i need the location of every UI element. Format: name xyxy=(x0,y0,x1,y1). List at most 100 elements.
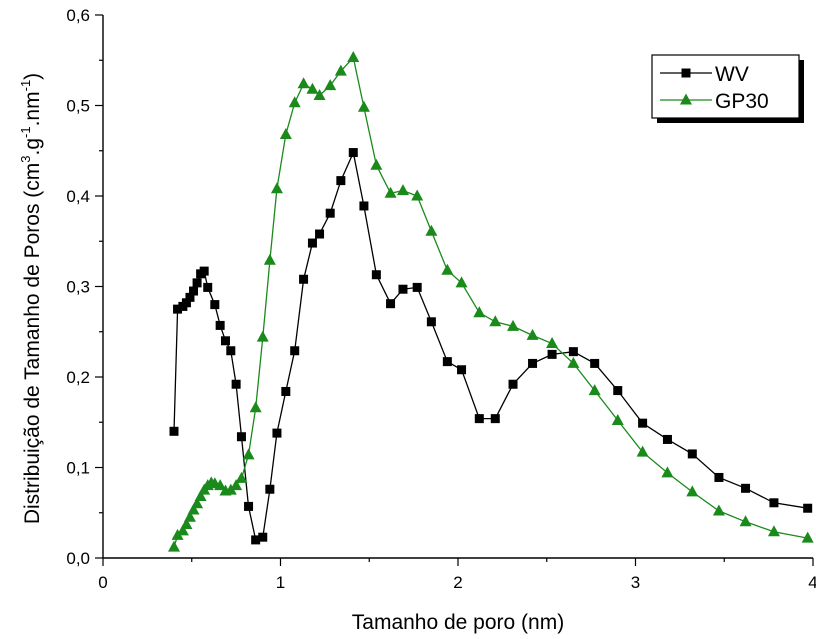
data-point-gp30 xyxy=(279,127,292,139)
data-point-wv xyxy=(181,298,191,308)
data-point-wv xyxy=(412,282,422,292)
data-point-gp30 xyxy=(187,503,200,515)
data-point-wv xyxy=(325,208,335,218)
data-point-gp30 xyxy=(256,330,269,342)
data-point-gp30 xyxy=(357,100,370,112)
data-point-wv xyxy=(244,501,254,511)
data-point-wv xyxy=(398,284,408,294)
y-axis-title-mid-2: .nm xyxy=(21,91,44,126)
data-point-gp30 xyxy=(507,319,520,331)
data-point-gp30 xyxy=(334,64,347,76)
data-point-wv xyxy=(258,532,268,542)
data-point-gp30 xyxy=(546,337,559,349)
data-point-wv xyxy=(547,349,557,359)
data-point-gp30 xyxy=(176,524,189,536)
data-point-wv xyxy=(192,278,202,288)
data-point-gp30 xyxy=(473,306,486,318)
data-point-gp30 xyxy=(313,89,326,101)
data-point-gp30 xyxy=(396,184,409,196)
data-point-wv xyxy=(307,238,317,248)
legend-item-gp30: GP30 xyxy=(660,90,769,113)
data-point-gp30 xyxy=(183,510,196,522)
data-point-gp30 xyxy=(489,315,502,327)
data-point-wv xyxy=(185,292,195,302)
data-point-gp30 xyxy=(588,384,601,396)
data-point-wv xyxy=(226,346,236,356)
legend-label-wv: WV xyxy=(715,63,749,86)
data-point-gp30 xyxy=(636,445,649,457)
data-point-wv xyxy=(251,535,261,545)
data-point-wv xyxy=(426,317,436,327)
data-point-wv xyxy=(210,300,220,310)
data-point-wv xyxy=(687,449,697,459)
data-point-gp30 xyxy=(347,51,360,63)
data-point-gp30 xyxy=(425,224,438,236)
data-point-gp30 xyxy=(306,82,319,94)
data-point-wv xyxy=(490,414,500,424)
y-axis-title-mid: .g xyxy=(21,138,44,156)
data-point-gp30 xyxy=(712,504,725,516)
y-tick-label: 0,6 xyxy=(66,6,90,25)
series-line-wv xyxy=(173,150,808,541)
data-point-wv xyxy=(508,379,518,389)
data-point-gp30 xyxy=(370,158,383,170)
data-point-gp30 xyxy=(384,186,397,198)
data-point-gp30 xyxy=(230,479,243,491)
data-point-wv xyxy=(662,434,672,444)
series-line-gp30 xyxy=(173,56,808,548)
data-point-wv xyxy=(371,270,381,280)
axis-ticks: 0 1 2 3 4 0,0 0,1 0,2 0,3 0,4 0,5 0,6 xyxy=(66,6,816,592)
legend-items: WV GP30 xyxy=(660,63,769,113)
data-point-gp30 xyxy=(661,466,674,478)
y-tick-label: 0,2 xyxy=(66,368,90,387)
data-point-gp30 xyxy=(194,489,207,501)
data-point-wv xyxy=(590,358,600,368)
y-axis-title-sup-2: -1 xyxy=(18,126,33,138)
data-point-wv xyxy=(236,432,246,442)
series-gp30 xyxy=(168,51,814,552)
data-point-gp30 xyxy=(168,540,180,552)
data-point-gp30 xyxy=(288,96,301,108)
data-point-wv xyxy=(199,266,209,276)
x-axis-title: Tamanho de poro (nm) xyxy=(352,611,564,634)
data-point-wv xyxy=(803,503,813,513)
data-point-gp30 xyxy=(249,401,262,413)
legend-box xyxy=(651,54,800,119)
data-point-gp30 xyxy=(686,485,699,497)
data-point-wv xyxy=(189,286,199,296)
data-point-wv xyxy=(272,428,282,438)
x-tick-label: 2 xyxy=(453,573,462,592)
data-point-wv xyxy=(315,229,325,239)
data-point-wv xyxy=(348,148,358,158)
data-point-gp30 xyxy=(242,448,255,460)
y-tick-label: 0,3 xyxy=(66,278,90,297)
legend-marker-gp30 xyxy=(680,93,692,105)
data-point-gp30 xyxy=(297,77,310,89)
data-point-gp30 xyxy=(324,79,337,91)
data-point-wv xyxy=(457,365,467,375)
data-point-wv xyxy=(220,336,230,346)
data-point-wv xyxy=(336,176,346,186)
y-axis-title-sup-1: 3 xyxy=(18,155,33,162)
data-point-wv xyxy=(231,379,241,389)
data-point-gp30 xyxy=(263,253,276,265)
data-point-gp30 xyxy=(455,276,468,288)
y-axis-title-end: ) xyxy=(21,73,44,80)
data-point-wv xyxy=(386,299,396,309)
y-axis-title-main: Distribuição de Tamanho de Poros (cm xyxy=(21,163,44,524)
data-point-gp30 xyxy=(739,515,752,527)
data-point-gp30 xyxy=(191,497,204,509)
legend-item-wv: WV xyxy=(660,63,749,86)
legend-marker-wv xyxy=(681,68,691,78)
y-axis-title: Distribuição de Tamanho de Poros (cm3.g-… xyxy=(18,73,44,524)
data-point-gp30 xyxy=(611,413,624,425)
data-point-gp30 xyxy=(180,518,193,530)
data-point-wv xyxy=(528,358,538,368)
data-point-wv xyxy=(442,357,452,367)
data-point-wv xyxy=(299,274,309,284)
data-point-wv xyxy=(769,498,779,508)
x-tick-label: 1 xyxy=(276,573,285,592)
data-point-wv xyxy=(265,484,275,494)
data-point-wv xyxy=(613,386,623,396)
